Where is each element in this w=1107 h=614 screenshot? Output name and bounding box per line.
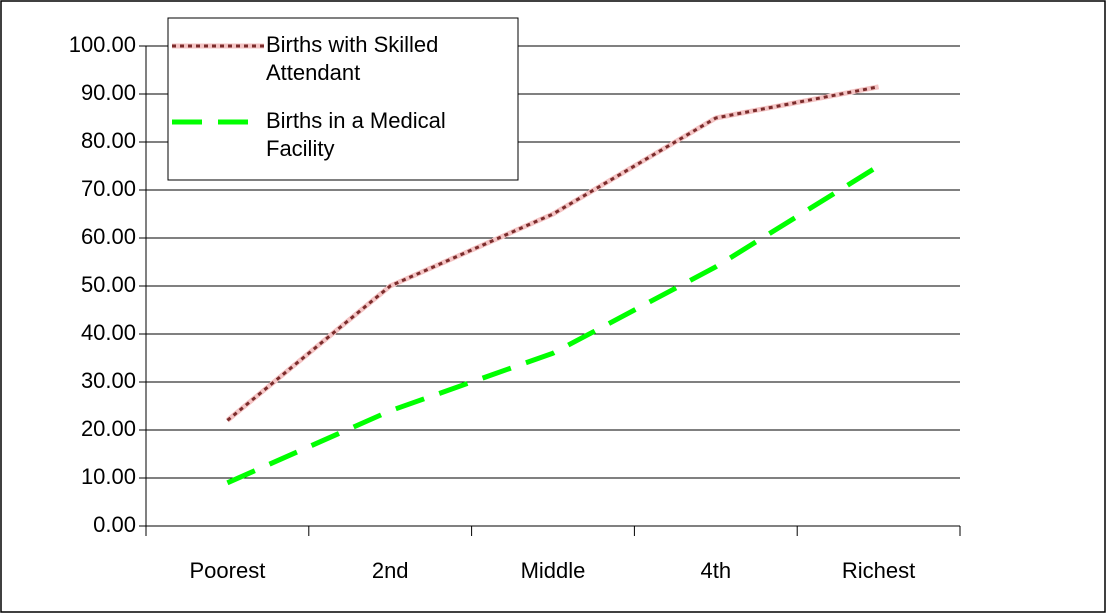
y-tick-label: 40.00 [81, 320, 136, 345]
y-tick-label: 80.00 [81, 128, 136, 153]
legend-label: Births with Skilled Attendant [266, 32, 439, 85]
x-tick-label: 2nd [372, 558, 409, 583]
x-tick-label: 4th [701, 558, 732, 583]
y-tick-label: 60.00 [81, 224, 136, 249]
legend-entry: Births in a Medical Facility [266, 108, 446, 161]
y-tick-label: 50.00 [81, 272, 136, 297]
y-tick-label: 30.00 [81, 368, 136, 393]
grid-layer: 0.00 10.00 20.00 30.00 40.00 50.00 60.00 70.00 8… [69, 32, 961, 583]
y-tick-label: 20.00 [81, 416, 136, 441]
lines-layer [225, 84, 880, 486]
x-tick-label: Richest [842, 558, 915, 583]
series-line [226, 163, 880, 486]
y-tick-label: 90.00 [81, 80, 136, 105]
y-tick-label: 0.00 [93, 512, 136, 537]
x-tick-label: Middle [521, 558, 586, 583]
y-tick-label: 70.00 [81, 176, 136, 201]
legend-label: Births in a Medical Facility [266, 108, 446, 161]
y-tick-label: 100.00 [69, 32, 136, 57]
legend: Births with Skilled Attendant Births in a… [167, 17, 519, 181]
legend-entry: Births with Skilled Attendant [266, 32, 439, 85]
series-line [226, 85, 879, 422]
y-tick-label: 10.00 [81, 464, 136, 489]
x-tick-label: Poorest [189, 558, 265, 583]
